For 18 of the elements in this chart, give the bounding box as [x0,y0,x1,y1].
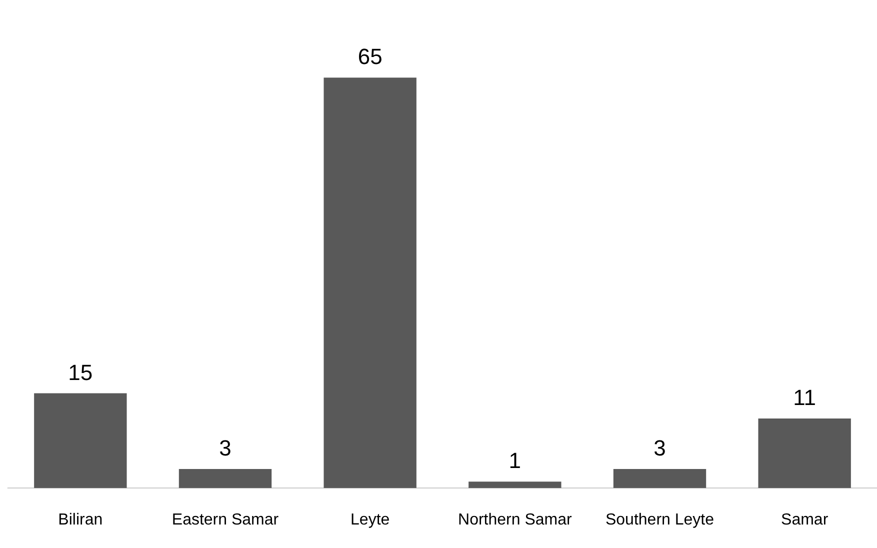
data-label: 1 [508,448,522,474]
bar [468,482,562,488]
bar [324,78,416,488]
data-label: 11 [793,385,816,410]
x-tick-label: Northern Samar [458,512,572,528]
x-tick-label: Leyte [350,512,390,528]
x-tick-label: Southern Leyte [605,512,714,528]
bar [613,469,706,488]
bar [34,393,127,488]
bar [758,418,851,488]
data-label: 3 [219,436,232,461]
x-tick-label: Biliran [58,512,103,528]
x-tick-label: Samar [781,512,829,528]
bar [178,469,272,488]
data-label: 65 [358,44,382,70]
data-label: 15 [68,360,93,385]
data-label: 3 [654,436,666,461]
x-tick-label: Eastern Samar [172,512,280,528]
